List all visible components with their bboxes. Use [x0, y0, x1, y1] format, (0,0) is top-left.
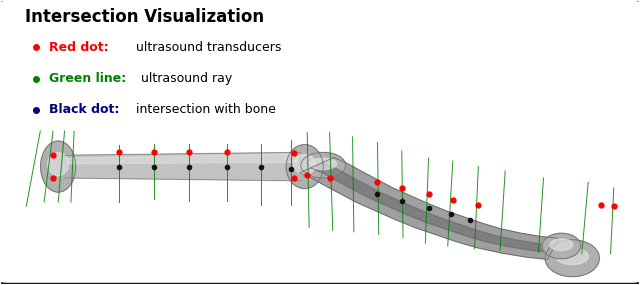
Polygon shape — [311, 162, 555, 253]
Text: intersection with bone: intersection with bone — [129, 103, 276, 116]
Text: ultrasound transducers: ultrasound transducers — [124, 41, 282, 54]
Text: Intersection Visualization: Intersection Visualization — [25, 8, 264, 26]
Ellipse shape — [301, 152, 346, 178]
Ellipse shape — [542, 233, 580, 259]
Text: ultrasound ray: ultrasound ray — [137, 72, 232, 85]
Polygon shape — [65, 152, 301, 181]
Ellipse shape — [556, 248, 589, 265]
Text: Black dot:: Black dot: — [49, 103, 119, 116]
Ellipse shape — [310, 158, 337, 170]
Polygon shape — [68, 154, 298, 164]
Ellipse shape — [47, 152, 68, 176]
Ellipse shape — [294, 154, 316, 174]
Text: Red dot:: Red dot: — [49, 41, 108, 54]
Polygon shape — [300, 158, 559, 259]
Ellipse shape — [40, 141, 76, 192]
Ellipse shape — [286, 144, 323, 189]
Text: Green line:: Green line: — [49, 72, 126, 85]
Ellipse shape — [550, 239, 573, 251]
Ellipse shape — [545, 240, 600, 277]
